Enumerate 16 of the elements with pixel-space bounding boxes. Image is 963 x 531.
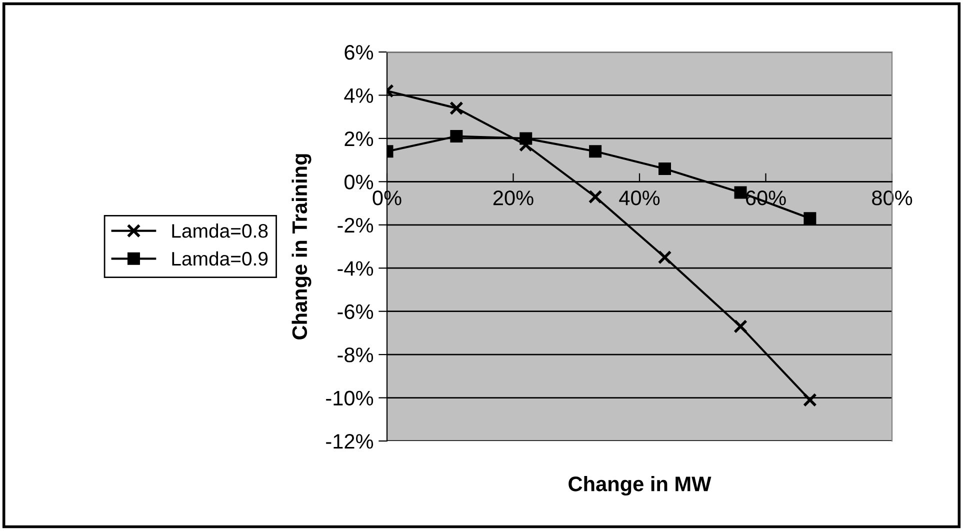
x-axis-title: Change in MW	[568, 476, 712, 496]
y-tick-label: -10%	[326, 390, 374, 406]
y-axis-title: Change in Training	[292, 154, 312, 340]
y-tick-label: -8%	[338, 348, 374, 362]
legend-label: Lamda=0.9	[172, 251, 268, 266]
y-tick-label: 0%	[344, 174, 374, 190]
y-tick-label: 6%	[344, 45, 374, 60]
y-tick-label: -12%	[326, 434, 374, 449]
x-tick-label: 40%	[619, 190, 660, 206]
y-tick-label: 2%	[344, 131, 374, 146]
y-tick-label: 4%	[344, 88, 374, 103]
legend-label: Lamda=0.8	[172, 224, 268, 238]
y-tick-label: -4%	[338, 261, 374, 276]
y-tick-label: -2%	[338, 218, 374, 233]
y-tick-label: -6%	[338, 304, 374, 320]
x-tick-label: 20%	[493, 190, 534, 206]
